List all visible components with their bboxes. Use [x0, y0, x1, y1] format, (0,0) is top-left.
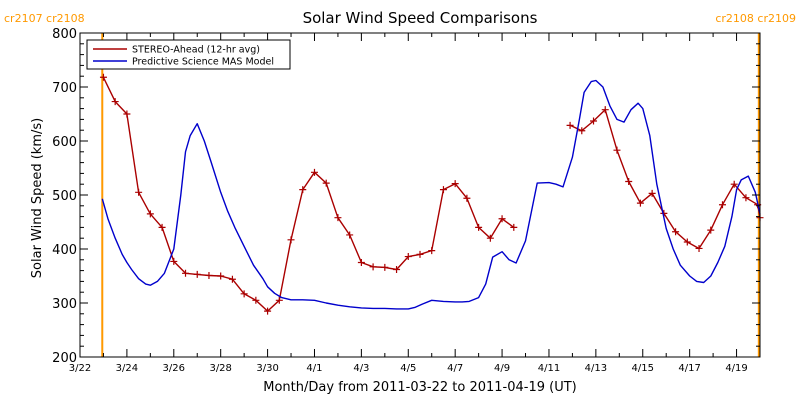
- x-tick-label: 3/24: [116, 363, 138, 374]
- y-tick-label: 400: [52, 243, 77, 258]
- series-1-point: [428, 247, 436, 255]
- x-tick-label: 4/1: [306, 363, 322, 374]
- series-1-point: [146, 210, 154, 218]
- legend-box: [86, 39, 291, 70]
- series-1-point: [322, 179, 330, 187]
- x-tick-label: 4/9: [494, 363, 510, 374]
- series-1-point: [217, 272, 225, 280]
- series-1-point: [613, 146, 621, 154]
- y-tick-label: 500: [52, 189, 77, 204]
- series-1-point: [742, 194, 750, 202]
- series-1-point: [287, 236, 295, 244]
- series-1-point: [228, 275, 236, 283]
- series-1-point: [451, 180, 459, 188]
- legend-entry-2: Predictive Science MAS Model: [132, 57, 274, 68]
- series-1-point: [636, 199, 644, 207]
- series-1-point: [566, 121, 574, 129]
- series-1-point: [590, 117, 598, 125]
- series-1-point: [275, 296, 283, 304]
- series-1-point: [299, 186, 307, 194]
- x-tick-label: 4/17: [678, 363, 700, 374]
- y-tick-label: 200: [52, 351, 77, 366]
- x-tick-label: 4/19: [725, 363, 747, 374]
- series-1-point: [730, 180, 738, 188]
- series-1-point: [672, 228, 680, 236]
- series-1-point: [264, 307, 272, 315]
- x-tick-label: 3/22: [69, 363, 91, 374]
- carrington-marker-label: cr2107 cr2108: [4, 12, 85, 25]
- y-tick-label: 300: [52, 297, 77, 312]
- series-1-point: [486, 234, 494, 242]
- series-1-point: [625, 178, 633, 185]
- y-axis-label: Solar Wind Speed (km/s): [30, 118, 45, 278]
- x-tick-label: 3/26: [163, 363, 185, 374]
- series-1-point: [695, 244, 703, 252]
- series-1-point: [240, 290, 248, 298]
- series-1-point: [334, 214, 342, 222]
- x-axis-label: Month/Day from 2011-03-22 to 2011-04-19 …: [263, 380, 576, 395]
- x-tick-label: 4/13: [585, 363, 607, 374]
- series-1-point: [135, 188, 143, 196]
- series-1-point: [463, 194, 471, 202]
- series-1-point: [439, 186, 447, 194]
- y-tick-label: 800: [52, 27, 77, 42]
- series-1-point: [393, 266, 401, 274]
- series-1-point: [357, 259, 365, 266]
- series-line-2: [101, 79, 761, 310]
- series-1-point: [123, 110, 131, 118]
- x-tick-label: 4/15: [632, 363, 654, 374]
- x-tick-label: 3/28: [209, 363, 231, 374]
- series-1-point: [510, 223, 518, 231]
- series-1-point: [416, 250, 424, 258]
- series-1-point: [346, 231, 354, 239]
- series-1-point: [182, 269, 190, 277]
- series-1-point: [158, 223, 166, 231]
- series-line-1-segment-b: [569, 109, 761, 250]
- series-1-point: [99, 73, 107, 81]
- x-tick-label: 4/3: [353, 363, 369, 374]
- series-1-point: [648, 189, 656, 197]
- series-1-point: [369, 263, 377, 271]
- series-1-point: [205, 271, 213, 279]
- series-1-point: [170, 257, 178, 265]
- series-1-point: [475, 223, 483, 231]
- series-1-point: [252, 296, 260, 304]
- x-tick-label: 4/7: [447, 363, 463, 374]
- series-1-point: [111, 98, 119, 106]
- legend-entry-1: STEREO-Ahead (12-hr avg): [132, 45, 260, 56]
- axes: 200 300 400 500 600 700 800 3/22 3/24 3/26 3/28 3/3…: [52, 27, 761, 374]
- legend: STEREO-Ahead (12-hr avg)Predictive Scien…: [86, 39, 291, 70]
- plot-area: cr2107 cr2108 cr2108 cr2109: [4, 12, 796, 357]
- series-1-point: [601, 106, 609, 114]
- series-1-point: [498, 215, 506, 223]
- series-1-point: [683, 238, 691, 246]
- carrington-marker-label: cr2108 cr2109: [715, 12, 796, 25]
- y-tick-label: 600: [52, 135, 77, 150]
- series-1-point: [578, 127, 586, 135]
- chart-title: Solar Wind Speed Comparisons: [303, 9, 538, 27]
- x-tick-label: 4/5: [400, 363, 416, 374]
- x-tick-label: 4/11: [538, 363, 560, 374]
- series-1-point: [404, 253, 412, 261]
- series-1-point: [718, 201, 726, 209]
- series-1-point: [193, 270, 201, 278]
- series-1-point: [310, 168, 318, 176]
- y-tick-label: 700: [52, 81, 77, 96]
- series-1-point: [707, 226, 715, 234]
- series-1-point: [381, 263, 389, 271]
- x-tick-label: 3/30: [256, 363, 278, 374]
